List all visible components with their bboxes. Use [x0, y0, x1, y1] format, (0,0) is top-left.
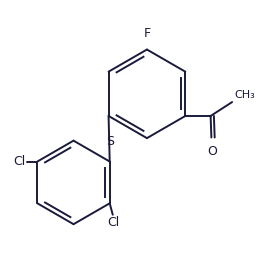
Text: Cl: Cl [107, 216, 120, 229]
Text: CH₃: CH₃ [234, 90, 255, 100]
Text: S: S [106, 135, 114, 148]
Text: Cl: Cl [14, 155, 26, 168]
Text: O: O [207, 145, 217, 158]
Text: F: F [143, 27, 150, 40]
